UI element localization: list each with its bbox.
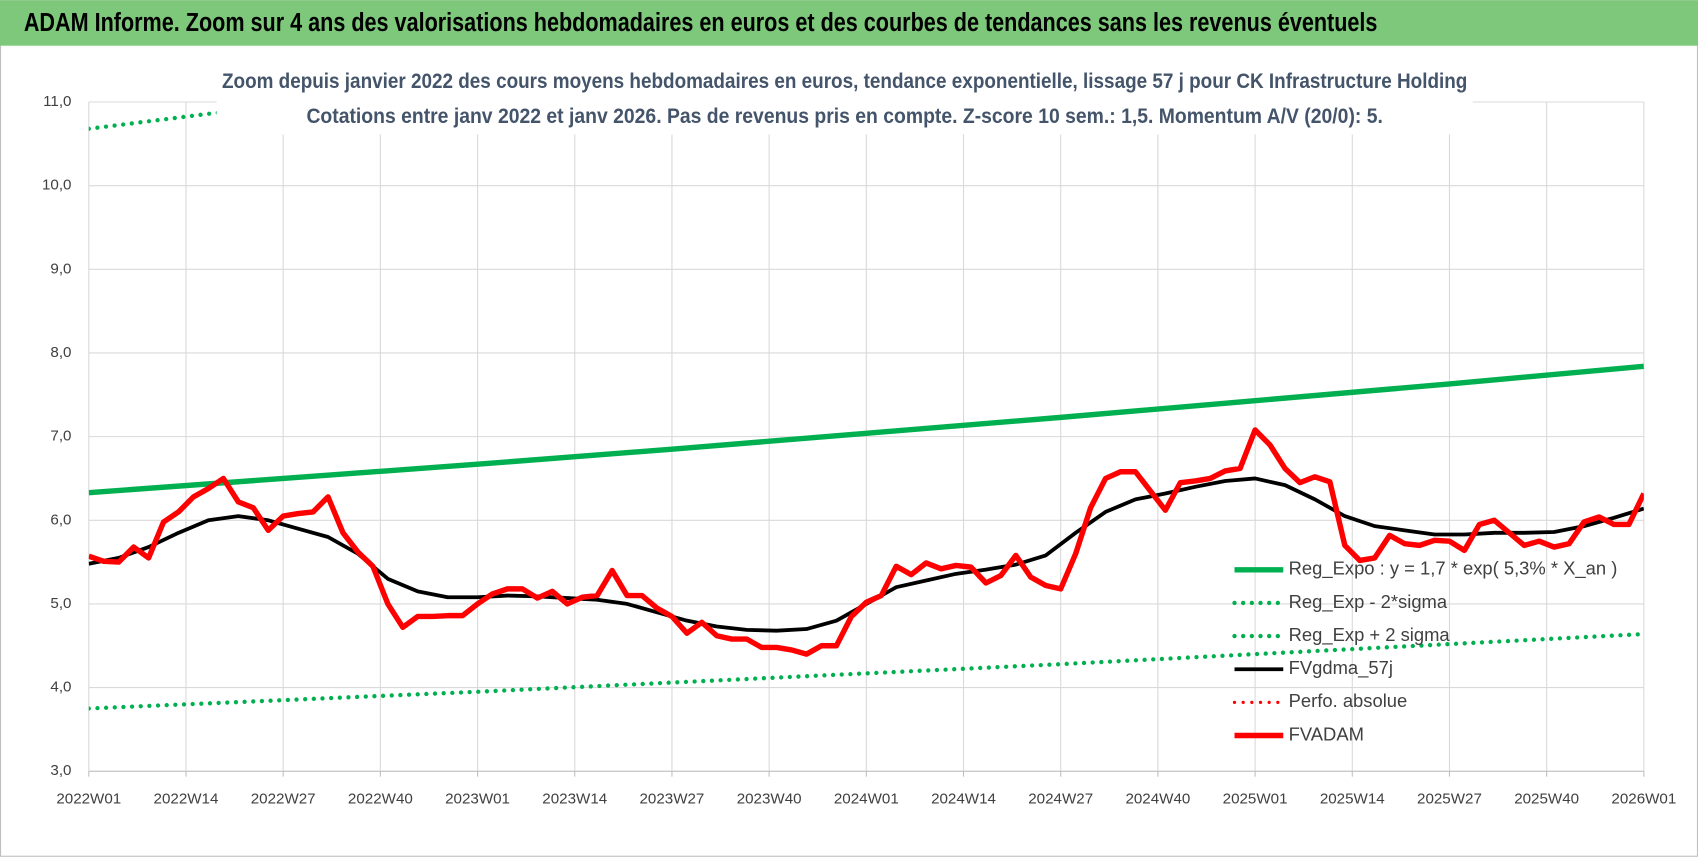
series-line xyxy=(88,363,1644,496)
legend-label: FVgdma_57j xyxy=(1289,657,1393,679)
x-tick-label: 2022W27 xyxy=(251,790,316,807)
x-tick-label: 2024W40 xyxy=(1125,790,1190,807)
y-tick-label: 11,0 xyxy=(43,93,71,110)
x-tick-label: 2025W40 xyxy=(1514,790,1579,807)
y-tick-label: 7,0 xyxy=(50,428,71,445)
y-tick-label: 6,0 xyxy=(50,511,71,528)
x-tick-label: 2025W14 xyxy=(1320,790,1385,807)
x-tick-label: 2023W01 xyxy=(445,790,510,807)
legend-label: FVADAM xyxy=(1289,723,1364,744)
x-tick-label: 2025W01 xyxy=(1223,790,1288,807)
chart-title: Zoom depuis janvier 2022 des cours moyen… xyxy=(222,68,1467,93)
chart-subtitle: Cotations entre janv 2022 et janv 2026. … xyxy=(306,103,1382,128)
legend-label: Reg_Exp - 2*sigma xyxy=(1289,591,1448,613)
labels: 3,0 4,0 5,0 6,0 7,0 8,0 9,0 10,0 11,0 2022W01 2022… xyxy=(42,93,1676,807)
y-tick-label: 5,0 xyxy=(50,595,71,612)
x-tick-label: 2023W27 xyxy=(639,790,704,807)
legend-label: Perfo. absolue xyxy=(1289,690,1408,711)
header: ADAM Informe. Zoom sur 4 ans des valoris… xyxy=(24,7,1378,37)
series-line xyxy=(88,427,1644,657)
x-tick-label: 2022W40 xyxy=(348,790,413,807)
title-box xyxy=(216,65,1473,135)
x-tick-label: 2022W14 xyxy=(154,790,219,807)
grid xyxy=(88,101,1645,777)
legend-label: Reg_Exp + 2 sigma xyxy=(1289,624,1451,646)
y-tick-label: 9,0 xyxy=(50,260,71,277)
y-tick-label: 10,0 xyxy=(42,177,72,194)
series-line xyxy=(88,631,1644,711)
x-tick-label: 2026W01 xyxy=(1611,790,1676,807)
x-tick-label: 2023W40 xyxy=(737,790,802,807)
y-tick-label: 4,0 xyxy=(50,679,71,696)
x-tick-label: 2024W01 xyxy=(834,790,899,807)
x-tick-label: 2024W14 xyxy=(931,790,996,807)
x-tick-label: 2023W14 xyxy=(542,790,607,807)
x-tick-label: 2022W01 xyxy=(56,790,121,807)
legend-label: Reg_Expo : y = 1,7 * exp( 5,3% * X_an ) xyxy=(1289,558,1618,580)
header-bar xyxy=(0,0,1698,46)
legend: Reg_Expo : y = 1,7 * exp( 5,3% * X_an ) R… xyxy=(1232,558,1618,744)
plot xyxy=(88,102,1644,711)
y-tick-label: 3,0 xyxy=(50,762,71,779)
y-tick-label: 8,0 xyxy=(50,344,71,361)
x-tick-label: 2025W27 xyxy=(1417,790,1482,807)
x-tick-label: 2024W27 xyxy=(1028,790,1093,807)
